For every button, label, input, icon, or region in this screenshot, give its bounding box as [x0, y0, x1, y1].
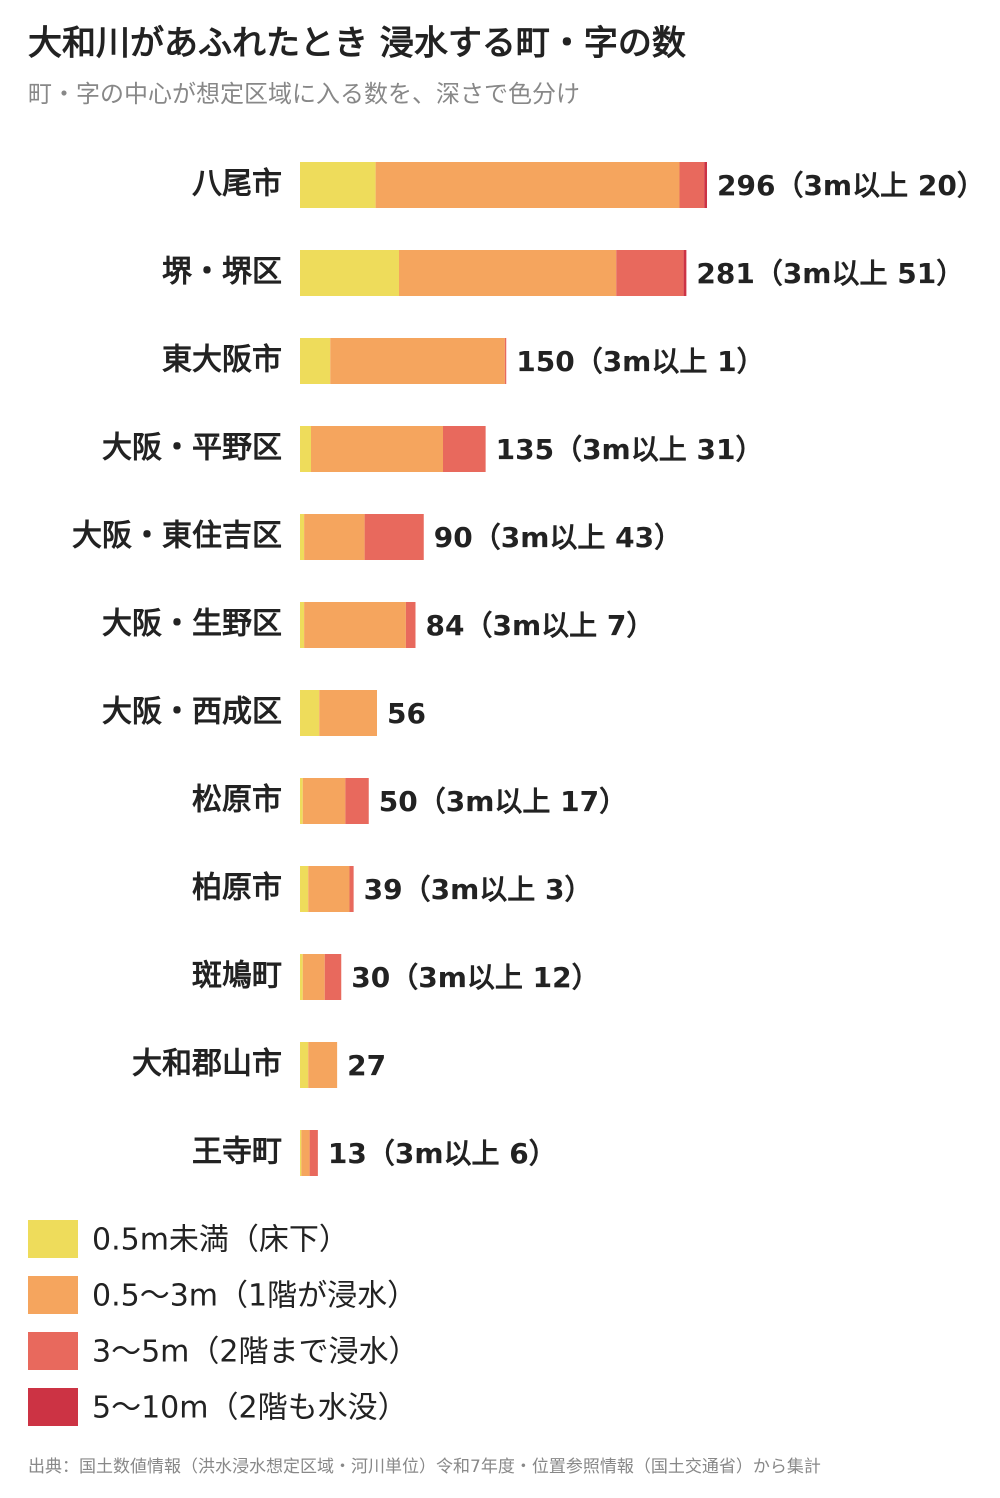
- legend-swatch: [28, 1388, 78, 1426]
- bar-segment: [304, 602, 406, 648]
- bar-segment: [704, 162, 707, 208]
- bar-label: 56: [387, 697, 426, 730]
- bar-label: 90（3m以上 43）: [434, 521, 682, 554]
- bar-segment: [300, 426, 311, 472]
- category-label: 王寺町: [192, 1135, 282, 1170]
- bar-label: 39（3m以上 3）: [364, 873, 593, 906]
- source: 出典：国土数値情報（洪水浸水想定区域・河川単位）令和7年度・位置参照情報（国土交…: [28, 1457, 821, 1477]
- bar-segment: [300, 602, 305, 648]
- category-label: 大阪・西成区: [102, 695, 282, 730]
- category-label: 大和郡山市: [132, 1047, 282, 1082]
- bar-segment: [349, 866, 354, 912]
- bar-label: 296（3m以上 20）: [717, 169, 985, 202]
- legend-swatch: [28, 1276, 78, 1314]
- category-label: 大阪・東住吉区: [72, 519, 282, 554]
- bar-segment: [300, 778, 303, 824]
- bar-segment: [300, 1130, 302, 1176]
- bar-segment: [683, 250, 687, 296]
- bar-segment: [311, 426, 443, 472]
- bar-label: 281（3m以上 51）: [696, 257, 964, 290]
- bar-segment: [300, 1042, 309, 1088]
- bar-label: 150（3m以上 1）: [516, 345, 764, 378]
- legend-swatch: [28, 1220, 78, 1258]
- category-label: 東大阪市: [162, 343, 282, 378]
- bar-segment: [300, 338, 331, 384]
- legend-label: 3〜5m（2階まで浸水）: [92, 1335, 418, 1370]
- bar-segment: [443, 426, 486, 472]
- bar-segment: [345, 778, 369, 824]
- bar-segment: [302, 778, 346, 824]
- bar-segment: [309, 1130, 318, 1176]
- bar-label: 84（3m以上 7）: [426, 609, 655, 642]
- legend-label: 0.5〜3m（1階が浸水）: [92, 1279, 417, 1314]
- bar-segment: [308, 866, 350, 912]
- legend-swatch: [28, 1332, 78, 1370]
- bar-segment: [616, 250, 684, 296]
- bar-label: 30（3m以上 12）: [351, 961, 599, 994]
- bar-segment: [308, 1042, 338, 1088]
- bar-segment: [300, 250, 399, 296]
- bar-segment: [300, 954, 303, 1000]
- legend-label: 0.5m未満（床下）: [92, 1223, 349, 1258]
- bar-segment: [302, 954, 325, 1000]
- bar-segment: [364, 514, 424, 560]
- bar-label: 50（3m以上 17）: [379, 785, 627, 818]
- bar-segment: [399, 250, 617, 296]
- category-label: 松原市: [192, 783, 282, 818]
- bar-label: 13（3m以上 6）: [328, 1137, 557, 1170]
- bar-label: 135（3m以上 31）: [496, 433, 764, 466]
- legend-label: 5〜10m（2階も水没）: [92, 1391, 408, 1426]
- bar-segment: [300, 866, 309, 912]
- category-label: 大阪・平野区: [102, 431, 282, 466]
- category-label: 柏原市: [192, 871, 282, 906]
- bar-segment: [375, 162, 680, 208]
- bar-segment: [319, 690, 377, 736]
- bar-segment: [405, 602, 416, 648]
- bar-segment: [300, 514, 305, 560]
- bar-segment: [304, 514, 365, 560]
- chart-title: 大和川があふれたとき 浸水する町・字の数: [28, 24, 686, 64]
- category-label: 堺・堺区: [162, 255, 282, 290]
- category-label: 大阪・生野区: [102, 607, 282, 642]
- bar-segment: [330, 338, 505, 384]
- bar-segment: [679, 162, 705, 208]
- bar-segment: [504, 338, 507, 384]
- bar-segment: [324, 954, 342, 1000]
- bar-segment: [300, 162, 376, 208]
- category-label: 斑鳩町: [192, 959, 282, 994]
- category-label: 八尾市: [192, 167, 282, 202]
- bar-segment: [300, 690, 320, 736]
- chart-subtitle: 町・字の中心が想定区域に入る数を、深さで色分け: [28, 80, 580, 108]
- bar-label: 27: [347, 1049, 386, 1082]
- bar-segment: [301, 1130, 310, 1176]
